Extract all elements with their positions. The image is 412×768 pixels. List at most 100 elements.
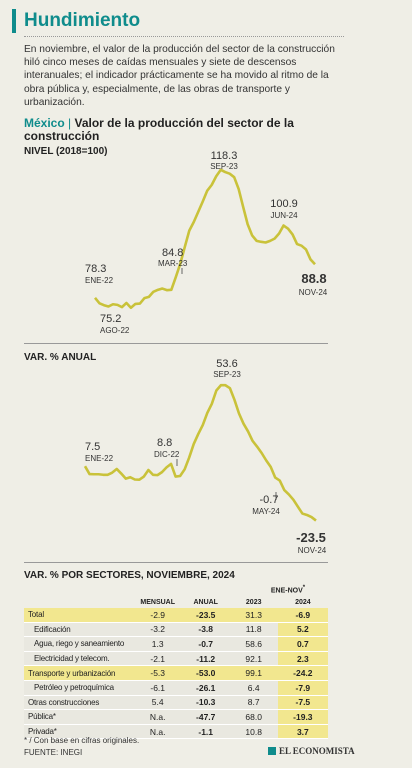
sector-name-cell: Total xyxy=(24,608,134,623)
level-annotation-date: JUN-24 xyxy=(270,211,298,220)
accent-bar xyxy=(12,9,16,33)
sector-name-cell: Petróleo y petroquímica xyxy=(24,680,134,696)
intro-text: En noviembre, el valor de la producción … xyxy=(24,44,335,108)
anual-cell: -1.1 xyxy=(181,724,230,740)
table-row: Total -2.9 -23.5 31.3 -6.9 xyxy=(24,608,328,623)
sector-table: MENSUAL ANUAL 2023 2024 Total -2.9 -23.5 31… xyxy=(24,596,328,740)
sector-name-cell: Pública* xyxy=(24,709,134,725)
table-row: Petróleo y petroquímica -6.1 -26.1 6.4 -7.9 xyxy=(24,680,328,696)
table-row: Electricidad y telecom. -2.1 -11.2 92.1 2.3 xyxy=(24,651,328,667)
sector-name-cell: Edificación xyxy=(24,622,134,638)
y2023-cell: 11.8 xyxy=(229,622,278,638)
y2023-cell: 31.3 xyxy=(229,608,278,623)
section-title: México | Valor de la producción del sect… xyxy=(24,117,344,143)
annual-annotation-value: -23.5 xyxy=(296,530,326,545)
y2024-cell: 2.3 xyxy=(277,651,328,667)
mensual-cell: 5.4 xyxy=(133,695,182,711)
anual-cell: -47.7 xyxy=(181,709,230,725)
sector-name-cell: Privada* xyxy=(24,724,134,740)
table-header-row: MENSUAL ANUAL 2023 2024 xyxy=(24,596,328,608)
table-row: Transporte y urbanización -5.3 -53.0 99.1 -2… xyxy=(24,665,328,681)
dotted-divider xyxy=(24,36,344,37)
brand-logo: EL ECONOMISTA xyxy=(268,746,355,756)
level-annotation-value: 75.2 xyxy=(100,313,121,325)
y2023-cell: 6.4 xyxy=(229,680,278,696)
col-mensual-header: MENSUAL xyxy=(140,598,176,606)
table-row: Privada* N.a. -1.1 10.8 3.7 xyxy=(24,724,328,740)
annual-annotation-date: NOV-24 xyxy=(298,546,327,555)
y2024-cell: 0.7 xyxy=(277,636,328,652)
table-title: VAR. % POR SECTORES, NOVIEMBRE, 2024 xyxy=(24,570,235,581)
mensual-cell: 1.3 xyxy=(133,636,182,652)
y2024-cell: -24.2 xyxy=(277,665,328,681)
headline-row: Hundimiento xyxy=(12,8,400,34)
mensual-cell: N.a. xyxy=(133,724,182,740)
level-annotation-date: AGO-22 xyxy=(100,326,130,335)
col-anual-header: ANUAL xyxy=(193,598,218,606)
annual-annotation-date: DIC-22 xyxy=(154,450,180,459)
anual-cell: -3.8 xyxy=(181,622,230,638)
annual-chart-title: VAR. % ANUAL xyxy=(24,352,97,363)
mensual-cell: -2.9 xyxy=(133,608,182,623)
annual-annotation-date: SEP-23 xyxy=(213,370,241,379)
level-annotation-date: NOV-24 xyxy=(299,288,328,297)
mensual-cell: -2.1 xyxy=(133,651,182,667)
level-annotation-value: 84.8 xyxy=(162,247,183,259)
table-row: Pública* N.a. -47.7 68.0 -19.3 xyxy=(24,709,328,725)
annual-annotation-value: 7.5 xyxy=(85,441,100,453)
mensual-cell: -5.3 xyxy=(133,665,182,681)
y2024-cell: -7.5 xyxy=(277,695,328,711)
level-annotation-date: ENE-22 xyxy=(85,276,114,285)
level-annotation-value: 118.3 xyxy=(211,150,238,162)
col-2023-header: 2023 xyxy=(245,598,262,606)
table-divider xyxy=(24,562,328,563)
chart-divider xyxy=(24,343,328,344)
y2024-cell: 5.2 xyxy=(277,622,328,638)
annual-annotation-value: 8.8 xyxy=(157,437,172,449)
y2023-cell: 10.8 xyxy=(229,724,278,740)
anual-cell: -11.2 xyxy=(181,651,230,667)
table-row: Agua, riego y saneamiento 1.3 -0.7 58.6 0.7 xyxy=(24,636,328,652)
footnote: * / Con base en cifras originales. xyxy=(24,736,140,745)
title-separator: | xyxy=(68,116,72,131)
sector-name-cell: Otras construcciones xyxy=(24,695,134,711)
sector-name-cell: Electricidad y telecom. xyxy=(24,651,134,667)
y2023-cell: 8.7 xyxy=(229,695,278,711)
y2023-cell: 68.0 xyxy=(229,709,278,725)
annual-series-line xyxy=(83,383,317,522)
level-annotation-value: 100.9 xyxy=(270,198,298,210)
level-series-line xyxy=(93,168,316,310)
anual-cell: -23.5 xyxy=(181,608,230,623)
y2024-cell: -19.3 xyxy=(277,709,328,725)
level-annotation-value: 78.3 xyxy=(85,263,106,275)
annual-annotation-date: MAY-24 xyxy=(252,507,280,516)
annual-annotation-value: -0.7 xyxy=(260,494,279,506)
y2024-cell: 3.7 xyxy=(277,724,328,740)
y2024-cell: -7.9 xyxy=(277,680,328,696)
anual-cell: -10.3 xyxy=(181,695,230,711)
y2024-cell: -6.9 xyxy=(277,608,328,623)
col-name-header xyxy=(24,596,134,608)
level-annotation-date: SEP-23 xyxy=(210,162,238,171)
anual-cell: -26.1 xyxy=(181,680,230,696)
period-label-text: ENE-NOV xyxy=(270,587,303,595)
mensual-cell: -3.2 xyxy=(133,622,182,638)
period-label-mark: * xyxy=(302,585,306,591)
brand-mark-icon xyxy=(268,747,276,755)
level-chart-title: NIVEL (2018=100) xyxy=(24,146,108,157)
source: FUENTE: INEGI xyxy=(24,748,83,757)
y2023-cell: 99.1 xyxy=(229,665,278,681)
annual-annotation-value: 53.6 xyxy=(216,358,237,370)
y2023-cell: 58.6 xyxy=(229,636,278,652)
annual-annotation-date: ENE-22 xyxy=(85,454,114,463)
sector-name-cell: Agua, riego y saneamiento xyxy=(24,636,134,652)
section-title-text: Valor de la producción del sector de la … xyxy=(24,116,294,144)
mensual-cell: N.a. xyxy=(133,709,182,725)
anual-cell: -53.0 xyxy=(181,665,230,681)
level-annotation-value: 88.8 xyxy=(301,271,326,286)
level-annotation-date: MAR-23 xyxy=(158,259,188,268)
country-label: México xyxy=(24,116,65,131)
brand-name: EL ECONOMISTA xyxy=(279,746,355,756)
